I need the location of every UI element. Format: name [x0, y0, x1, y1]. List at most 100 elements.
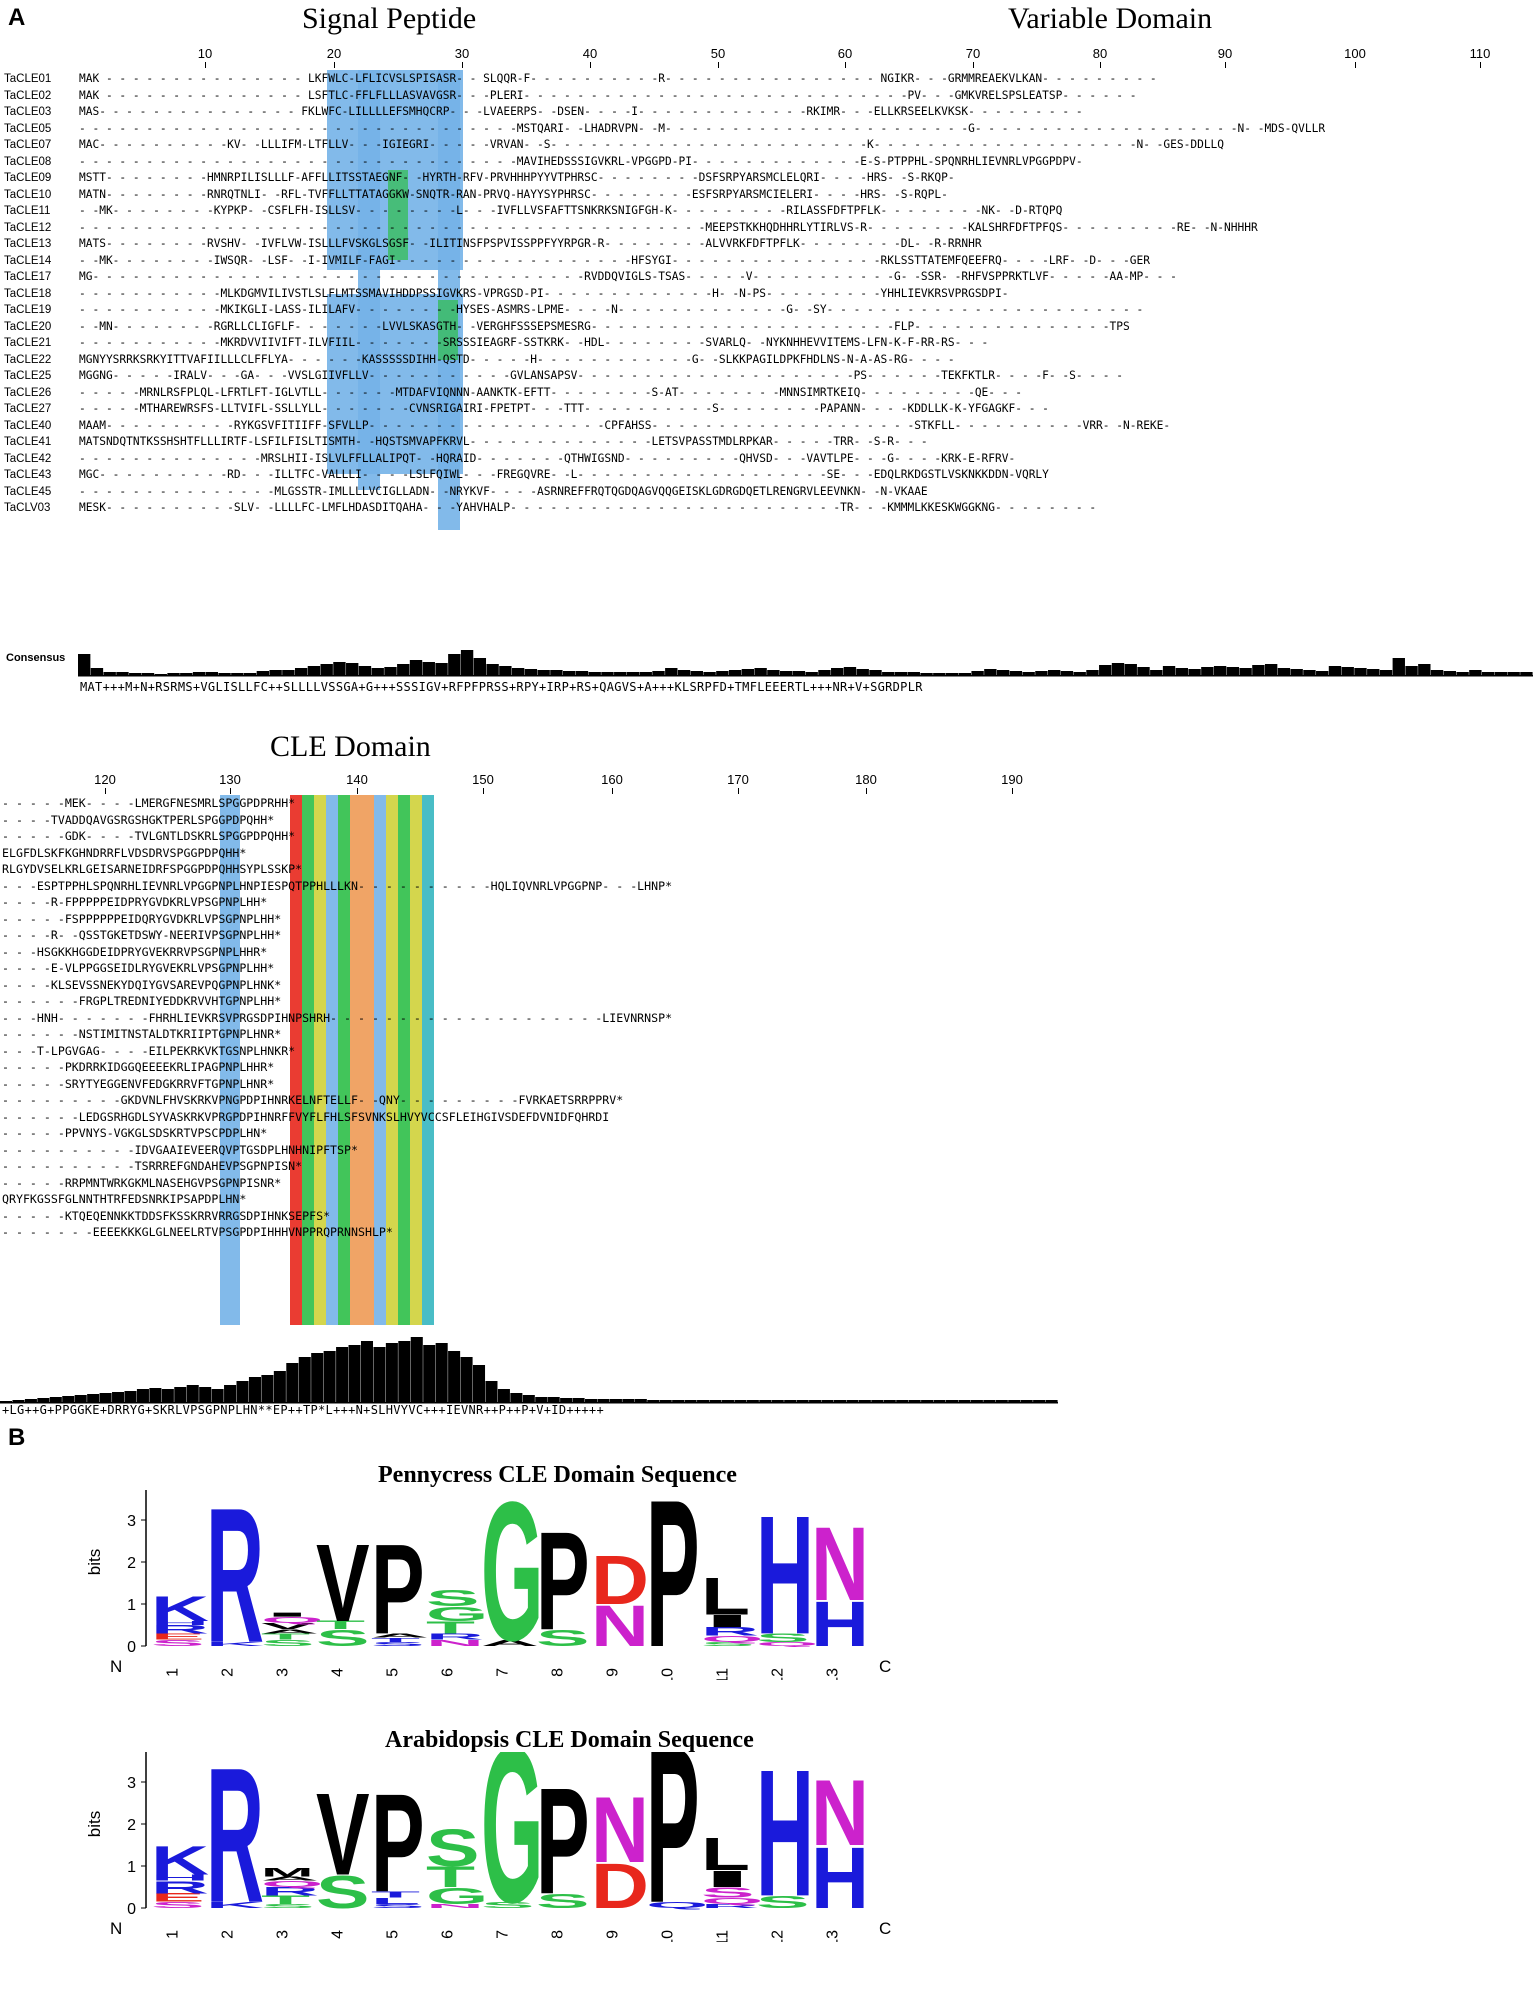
consensus-bar [1367, 669, 1380, 676]
consensus-bar [373, 1347, 386, 1403]
consensus-bar [103, 672, 116, 676]
consensus-bar [49, 1397, 62, 1403]
consensus-bar [945, 673, 959, 676]
consensus-bar [1303, 670, 1316, 676]
logo-letter-N: N [591, 1778, 649, 1882]
consensus-bar [1008, 1400, 1021, 1403]
consensus-bar [754, 668, 767, 676]
ruler-tick [205, 62, 206, 68]
arabidopsis-sequence-logo: 01234bitsNCSERHK1KR2STRQAM3SV4SLTP5NGTS6… [85, 1752, 891, 1942]
consensus-bar [24, 1399, 37, 1403]
consensus-bar [779, 671, 793, 676]
sequence-residues: MG- - - - - - - - - - - - - - - - - - - … [79, 270, 1177, 283]
logo-letter-A: A [261, 1876, 319, 1883]
logo-letter-V: V [261, 1621, 315, 1631]
logo-position-label: 8 [550, 1668, 567, 1677]
sequence-name: TaCLE22 [4, 353, 52, 366]
consensus-bar [269, 670, 282, 676]
logo-position-label: 2 [220, 1668, 237, 1677]
ruler-tick [1480, 62, 1481, 68]
alignment-row: TaCLE43 MGC- - - - - - - - - -RD- - -ILLT… [4, 466, 1049, 483]
consensus-bar [563, 671, 576, 676]
alignment-row: TaCLE11 - -MK- - - - - - - -KYPKP- -CSFLF… [4, 202, 1062, 219]
consensus-bar [385, 1343, 398, 1403]
logo-letter-P: P [371, 1517, 425, 1661]
sequence-residues: MATN- - - - - - - -RNRQTNLI- -RFL-TVFFLL… [79, 187, 948, 201]
sequence-residues: - - - - - - - - - - -MKRDVVIIVIFT-ILVFII… [79, 336, 989, 349]
logo-c-terminus-label: C [879, 1919, 891, 1938]
ruler-top-number: 10 [197, 46, 213, 61]
sequence-name: TaCLE26 [4, 386, 52, 399]
consensus-bar [659, 1400, 672, 1403]
position-ruler-bottom: 120 130 140 150 160 170 180 190 [0, 772, 1535, 794]
pennycress-sequence-logo: 01234bitsNCSERHK1KR2STAVQI3STV4STAP5NRTG… [85, 1490, 891, 1680]
ruler-tick [357, 788, 358, 794]
consensus-bar [1290, 669, 1303, 676]
logo-letter-I: I [701, 1611, 754, 1631]
alignment-row-continued: RLGYDVSELKRLGEISARNEIDRFSPGGPDPQHHSYPLSS… [2, 862, 303, 876]
consensus-bar [883, 1400, 896, 1403]
alignment-row: TaCLV03 MESK- - - - - - - - - -SLV- -LLLL… [4, 499, 1096, 516]
logo-c-terminus-label: C [879, 1657, 891, 1676]
logo-letter-T: T [261, 1632, 310, 1642]
sequence-name: TaCLE45 [4, 485, 52, 498]
consensus-bar [871, 1400, 884, 1403]
logo-y-tick-label: 1 [127, 1859, 136, 1876]
sequence-name: TaCLE12 [4, 221, 52, 234]
consensus-bar [205, 672, 218, 676]
consensus-bar [398, 1341, 411, 1403]
logo-position-label: 1 [165, 1930, 182, 1939]
ruler-tick [1355, 62, 1356, 68]
logo-letter-K: K [151, 1590, 209, 1629]
ruler-top-number: 80 [1092, 46, 1108, 61]
consensus-bar [499, 666, 512, 676]
consensus-bar [99, 1393, 112, 1403]
consensus-bar [485, 1381, 498, 1403]
consensus-histogram-top [78, 650, 1533, 677]
logo-letter-K: K [206, 1900, 264, 1910]
consensus-bar [821, 1400, 834, 1403]
consensus-bar [697, 1400, 710, 1403]
logo-y-tick-label: 0 [127, 1639, 136, 1656]
logo-position-label: 6 [440, 1930, 457, 1939]
sequence-residues: MAAM- - - - - - - - - -RYKGSVFITIIFF-SFV… [79, 418, 1171, 432]
ruler-tick [105, 788, 106, 794]
consensus-bar [346, 663, 359, 676]
consensus-bar [423, 1345, 436, 1403]
consensus-bar [908, 1400, 921, 1403]
ruler-top-number: 40 [582, 46, 598, 61]
consensus-bar [448, 654, 461, 676]
alignment-row-continued: - - - - - - -EEEEKKKGLGLNEELRTVPSGPDPIHH… [2, 1225, 393, 1239]
logo-letter-R: R [206, 1752, 264, 1942]
sequence-name: TaCLE07 [4, 139, 52, 151]
consensus-bar [348, 1345, 361, 1403]
ruler-tick [738, 788, 739, 794]
consensus-sequence-top: MAT+++M+N+RSRMS+VGLISLLFC++SLLLLVSSGA+G+… [80, 680, 923, 694]
consensus-bar [180, 673, 193, 676]
consensus-bar [665, 668, 678, 676]
consensus-bar [320, 664, 333, 676]
consensus-bar [792, 671, 806, 676]
consensus-bar [784, 1400, 797, 1403]
alignment-row-continued: - - - - - - - - - -IDVGAAIEVEERQVPTGSDPL… [2, 1142, 358, 1157]
logo-letter-S: S [151, 1638, 205, 1648]
sequence-residues: - - - - - - - - - - - - - - - - - - - - … [79, 154, 1083, 168]
consensus-bar [1201, 667, 1214, 676]
consensus-bar [535, 1397, 548, 1403]
consensus-bar [282, 670, 295, 676]
logo-position-label: 5 [385, 1930, 402, 1939]
logo-position-label: 12 [770, 1930, 787, 1942]
position-ruler-top: 10 20 30 40 50 60 70 80 90 100 110 [0, 46, 1535, 68]
consensus-bar [186, 1385, 199, 1403]
panel-b-label: B [8, 1424, 26, 1451]
sequence-residues: - - - - - - - - - - - - - -MRSLHII-ISLVL… [79, 451, 1016, 465]
sequence-residues: - - - - - - - - - - - - - - - - - - - - … [79, 121, 1326, 135]
logo-letter-A: A [481, 1638, 539, 1648]
consensus-bar [149, 1388, 162, 1403]
sequence-name: TaCLE14 [4, 254, 52, 267]
consensus-sequence-bottom: +LG++G+PPGGKE+DRRYG+SKRLVPSGPNPLHN**EP++… [2, 1403, 604, 1417]
consensus-bar [921, 1400, 934, 1403]
sequence-residues: MAK - - - - - - - - - - - - - - - LSFTLC… [79, 88, 1137, 102]
consensus-bar [1035, 671, 1048, 676]
sequence-name: TaCLE17 [4, 271, 52, 283]
